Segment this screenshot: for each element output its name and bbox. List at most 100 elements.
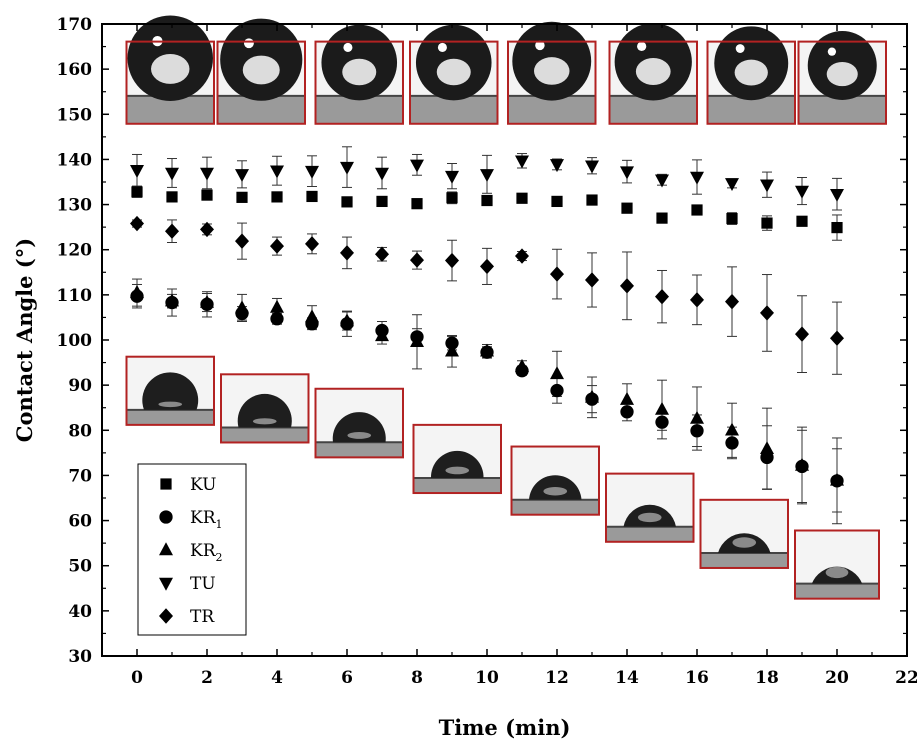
data-point-kr1 bbox=[690, 424, 704, 438]
data-point-tr bbox=[795, 326, 809, 342]
data-point-tr bbox=[760, 305, 774, 321]
data-point-kr2 bbox=[480, 343, 494, 357]
droplet-highlight bbox=[826, 62, 858, 87]
droplet-glint bbox=[535, 40, 545, 51]
y-tick-label: 40 bbox=[68, 602, 92, 622]
data-point-kr1 bbox=[725, 436, 739, 450]
data-point-tr bbox=[410, 252, 424, 268]
x-tick-label: 18 bbox=[755, 668, 779, 688]
x-tick-label: 22 bbox=[895, 668, 917, 688]
droplet-highlight bbox=[825, 566, 849, 579]
data-point-tr bbox=[690, 292, 704, 308]
x-tick-label: 14 bbox=[615, 668, 639, 688]
data-point-tu bbox=[480, 169, 494, 183]
inset-substrate bbox=[700, 552, 788, 568]
data-point-tr bbox=[515, 248, 529, 264]
y-tick-label: 30 bbox=[68, 647, 92, 667]
data-point-kr2 bbox=[165, 293, 179, 307]
data-point-tr bbox=[270, 238, 284, 254]
inset-frame bbox=[706, 40, 796, 125]
inset-frame bbox=[794, 529, 880, 600]
droplet-highlight bbox=[347, 432, 372, 439]
data-point-ku bbox=[376, 195, 388, 208]
x-tick-label: 6 bbox=[341, 668, 353, 688]
y-tick-label: 130 bbox=[57, 196, 93, 216]
inset-frame bbox=[314, 40, 404, 125]
y-tick-label: 170 bbox=[57, 15, 93, 35]
data-point-kr2 bbox=[410, 334, 424, 348]
data-point-kr1 bbox=[550, 383, 564, 398]
droplet bbox=[332, 412, 386, 443]
data-point-tu bbox=[200, 167, 214, 181]
droplet-glint bbox=[735, 44, 745, 53]
droplet-highlight bbox=[342, 58, 377, 86]
legend-label-kr1: KR1 bbox=[190, 508, 223, 531]
data-point-tr bbox=[550, 266, 564, 282]
inset-frame bbox=[699, 498, 789, 569]
data-point-kr2 bbox=[235, 300, 249, 314]
inset-frame bbox=[220, 373, 310, 444]
data-point-tu bbox=[760, 179, 774, 193]
data-point-tu bbox=[305, 165, 319, 179]
y-tick-label: 140 bbox=[57, 150, 93, 170]
inset-frame bbox=[125, 355, 215, 426]
inset-frame bbox=[510, 445, 600, 516]
droplet bbox=[142, 372, 199, 410]
droplet-highlight bbox=[445, 466, 470, 475]
data-point-tr bbox=[375, 246, 389, 262]
y-tick-label: 60 bbox=[68, 512, 92, 532]
droplet-inset-top bbox=[797, 30, 887, 125]
legend-label-ku: KU bbox=[190, 475, 216, 495]
data-point-kr2 bbox=[340, 313, 354, 327]
data-point-ku bbox=[761, 217, 773, 229]
data-point-kr2 bbox=[795, 457, 809, 471]
data-point-ku bbox=[201, 189, 213, 201]
droplet bbox=[430, 450, 484, 479]
legend-marker-tr bbox=[159, 608, 173, 624]
data-point-tu bbox=[830, 188, 844, 202]
data-point-ku bbox=[691, 204, 703, 216]
droplet-highlight bbox=[534, 57, 570, 85]
data-point-tr bbox=[235, 233, 249, 249]
droplet-inset-bottom bbox=[314, 387, 404, 459]
legend-marker-kr1 bbox=[159, 510, 173, 524]
inset-substrate bbox=[609, 95, 697, 124]
droplet-highlight bbox=[158, 401, 183, 408]
data-point-tr bbox=[620, 278, 634, 294]
droplet-glint bbox=[343, 42, 353, 52]
data-point-ku bbox=[586, 194, 598, 206]
legend-marker-tu bbox=[159, 577, 173, 591]
data-point-kr2 bbox=[620, 391, 634, 405]
data-point-ku bbox=[481, 194, 493, 207]
data-point-tu bbox=[795, 185, 809, 199]
inset-frame bbox=[125, 40, 215, 125]
inset-frame bbox=[409, 40, 499, 125]
x-tick-label: 16 bbox=[685, 668, 709, 688]
inset-substrate bbox=[315, 95, 403, 124]
x-tick-label: 2 bbox=[201, 668, 213, 688]
data-point-tr bbox=[200, 221, 214, 238]
y-tick-label: 90 bbox=[68, 376, 92, 396]
inset-frame bbox=[412, 423, 502, 495]
data-point-tr bbox=[445, 252, 459, 269]
data-point-kr2 bbox=[200, 294, 214, 308]
y-tick-label: 80 bbox=[68, 421, 92, 441]
droplet bbox=[237, 393, 292, 428]
data-point-tr bbox=[340, 245, 354, 261]
data-point-kr2 bbox=[655, 401, 669, 415]
x-axis-title: Time (min) bbox=[439, 715, 571, 740]
data-point-ku bbox=[796, 215, 808, 227]
inset-substrate bbox=[795, 583, 879, 599]
droplet-inset-top bbox=[507, 21, 597, 125]
droplet-glint bbox=[637, 41, 647, 52]
inset-frame bbox=[314, 387, 404, 459]
inset-substrate bbox=[707, 95, 795, 124]
droplet-inset-bottom bbox=[699, 498, 789, 569]
inset-substrate bbox=[221, 427, 309, 443]
y-tick-label: 110 bbox=[57, 286, 93, 306]
data-point-tu bbox=[270, 165, 284, 179]
data-point-ku bbox=[236, 191, 248, 203]
data-point-kr2 bbox=[515, 358, 529, 372]
data-point-ku bbox=[656, 212, 668, 224]
